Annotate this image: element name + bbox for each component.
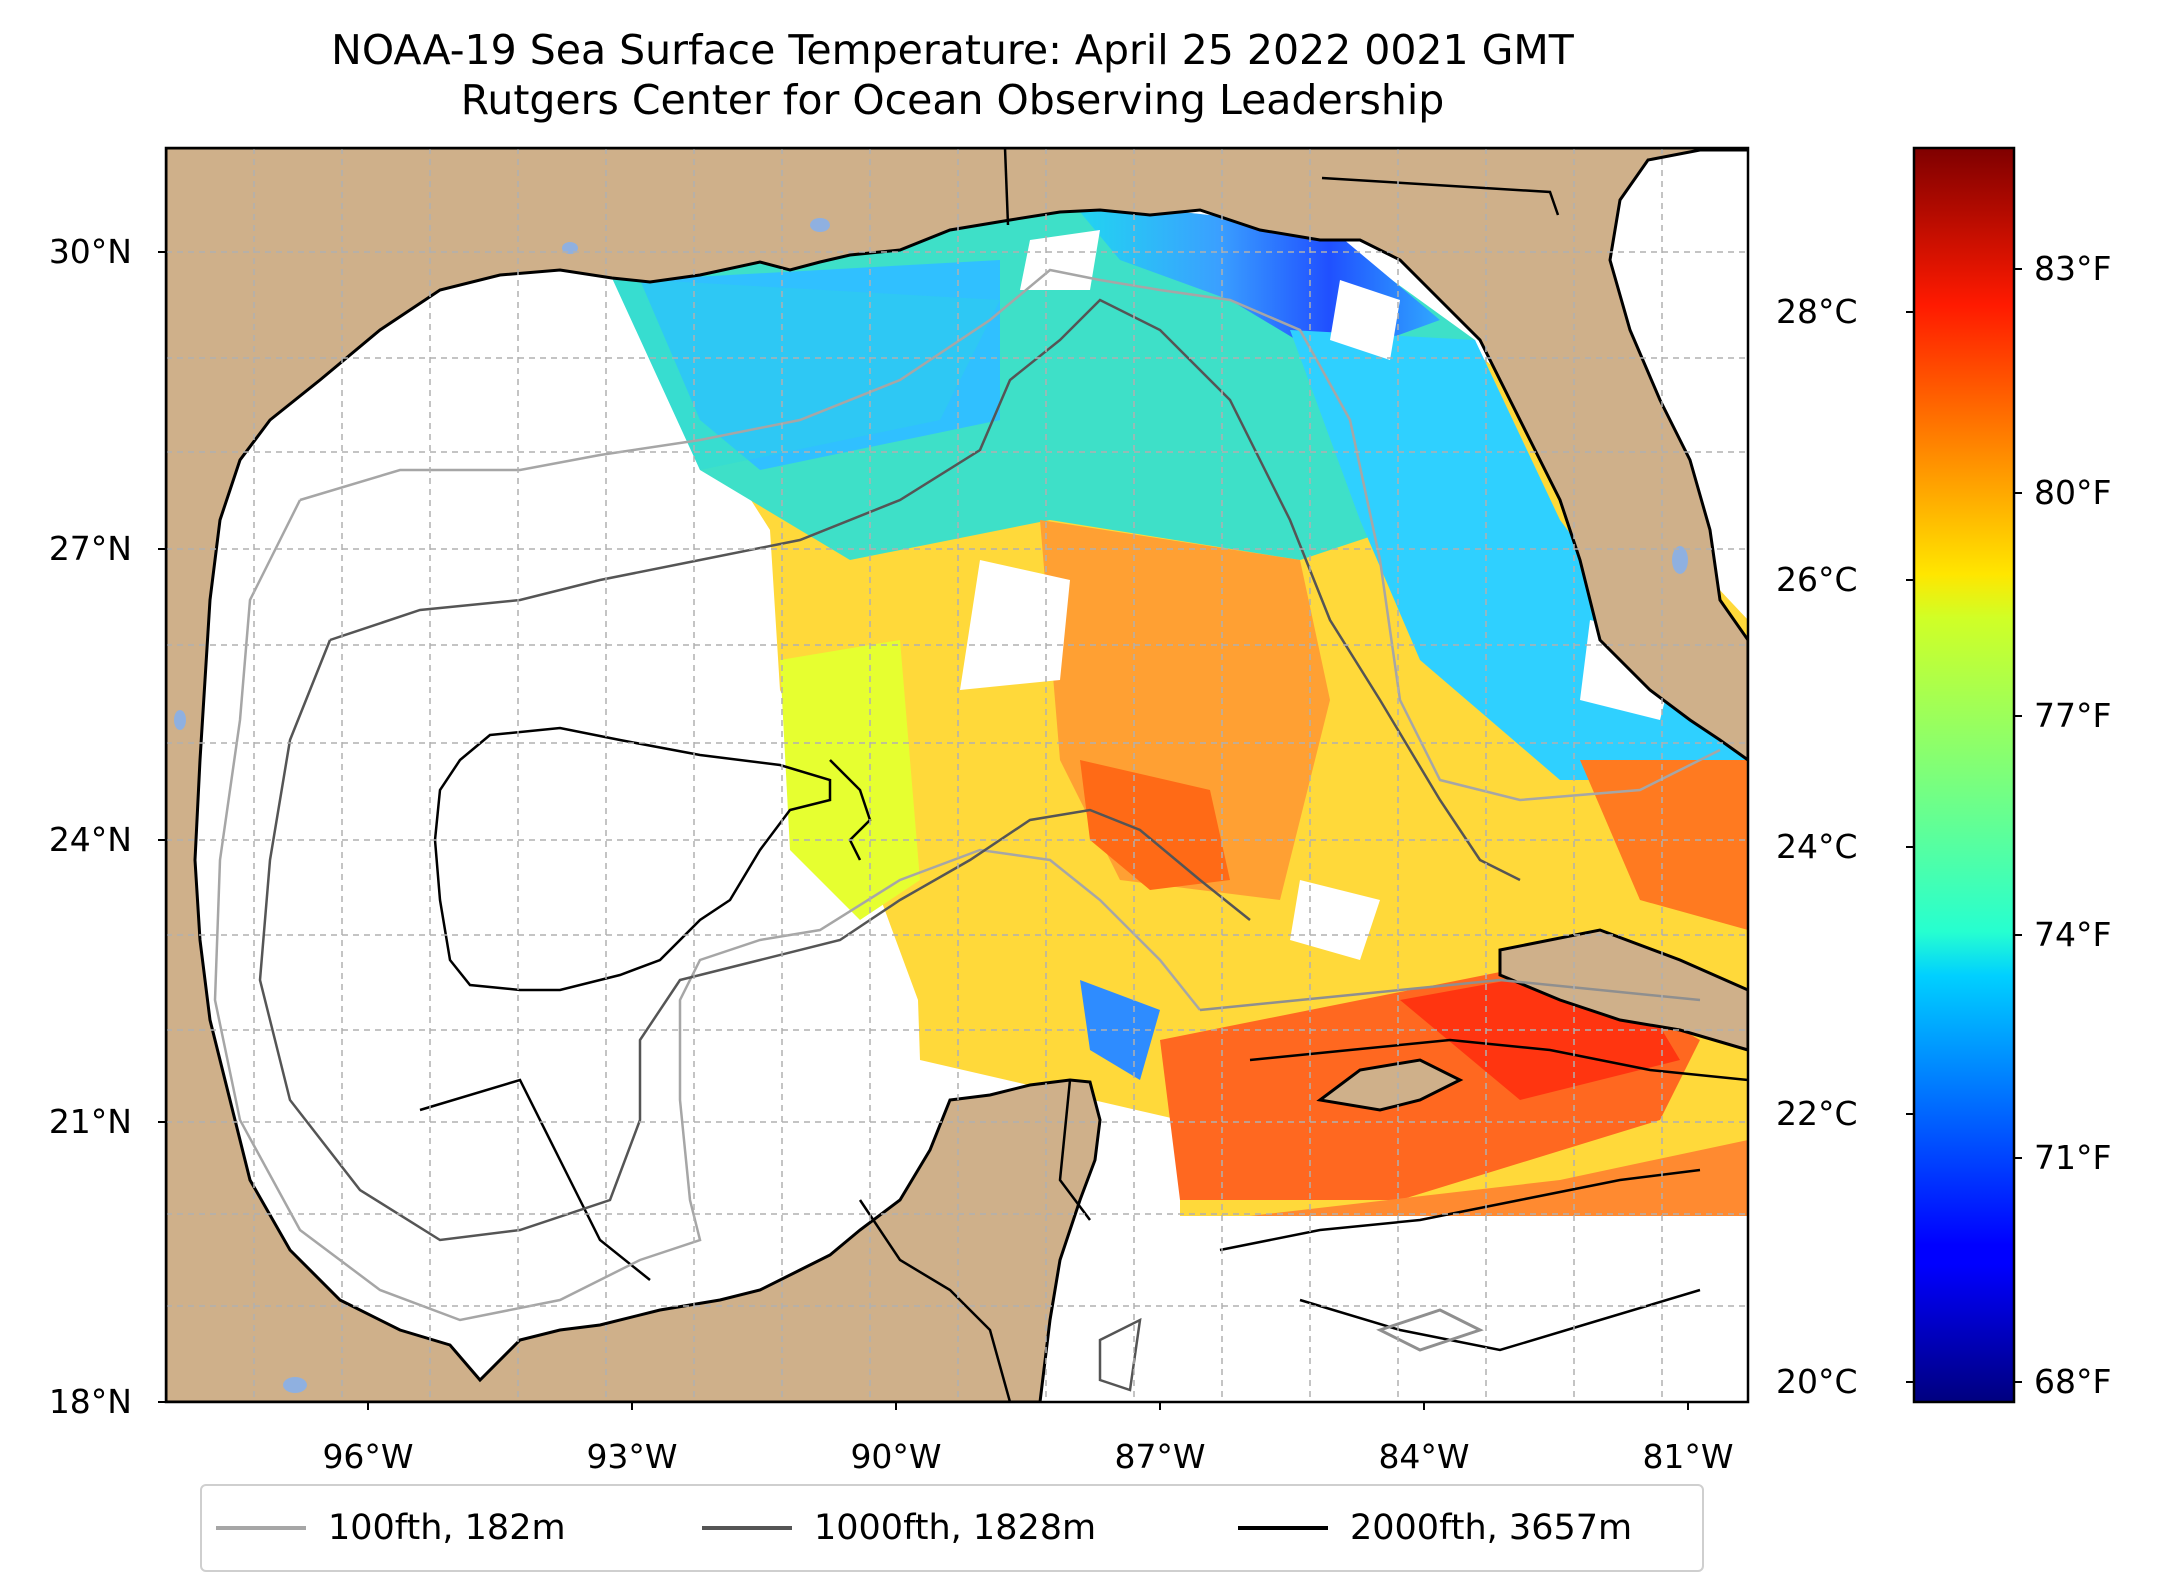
chart-subtitle: Rutgers Center for Ocean Observing Leade… [460, 76, 1445, 124]
map-plot-area [166, 148, 1748, 1402]
lon-tick-label: 93°W [586, 1437, 678, 1476]
lon-tick-label: 90°W [850, 1437, 942, 1476]
lat-tick-label: 21°N [48, 1102, 132, 1141]
borders [419, 148, 1560, 1402]
legend-label: 2000fth, 3657m [1350, 1508, 1633, 1548]
lat-tick-label: 18°N [48, 1382, 132, 1421]
lakes [174, 218, 1688, 1393]
land [166, 148, 1748, 1402]
chart-title: NOAA-19 Sea Surface Temperature: April 2… [331, 26, 1574, 74]
colorbar-celsius-label: 26°C [1776, 560, 1858, 599]
colorbar-fahrenheit-label: 83°F [2034, 249, 2112, 288]
lat-tick-label: 24°N [48, 820, 132, 859]
colorbar-celsius-label: 20°C [1776, 1362, 1858, 1401]
colorbar-celsius-label: 22°C [1776, 1094, 1858, 1133]
colorbar-fahrenheit-label: 80°F [2034, 473, 2112, 512]
bathymetry-contours [213, 268, 1748, 1392]
legend-label: 1000fth, 1828m [814, 1508, 1097, 1548]
legend-item-1000fth: 1000fth, 1828m [702, 1486, 1096, 1570]
legend-line-swatch [1238, 1526, 1328, 1530]
lat-tick-label: 27°N [48, 529, 132, 568]
colorbar-celsius-label: 24°C [1776, 827, 1858, 866]
lat-tick-label: 30°N [48, 232, 132, 271]
graticule [166, 148, 1748, 1402]
legend-line-swatch [702, 1526, 792, 1530]
colorbar-fahrenheit-label: 71°F [2034, 1138, 2112, 1177]
tick-marks [158, 251, 1689, 1410]
colorbar-fahrenheit-label: 68°F [2034, 1362, 2112, 1401]
legend-label: 100fth, 182m [328, 1508, 566, 1548]
colorbar-celsius-label: 28°C [1776, 292, 1858, 331]
colorbar [1912, 146, 2016, 1404]
lon-tick-label: 84°W [1378, 1437, 1470, 1476]
colorbar-ticks [1906, 268, 2022, 1383]
legend: 100fth, 182m 1000fth, 1828m 2000fth, 365… [200, 1484, 1704, 1572]
lon-tick-label: 87°W [1114, 1437, 1206, 1476]
lon-tick-label: 96°W [322, 1437, 414, 1476]
legend-line-swatch [216, 1526, 306, 1530]
colorbar-fahrenheit-label: 74°F [2034, 915, 2112, 954]
colorbar-fahrenheit-label: 77°F [2034, 696, 2112, 735]
map-frame [164, 146, 1750, 1404]
legend-item-100fth: 100fth, 182m [216, 1486, 566, 1570]
lon-tick-label: 81°W [1642, 1437, 1734, 1476]
legend-item-2000fth: 2000fth, 3657m [1238, 1486, 1632, 1570]
